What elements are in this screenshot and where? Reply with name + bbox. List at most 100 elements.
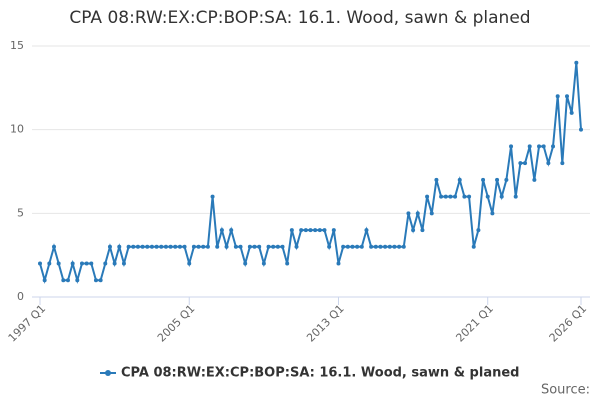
point: [322, 228, 327, 233]
point: [397, 244, 402, 249]
point: [219, 228, 224, 233]
point: [443, 194, 448, 199]
point: [383, 244, 388, 249]
point: [93, 278, 98, 283]
x-tick-label: 2005 Q1: [155, 302, 198, 345]
x-tick-label: 2013 Q1: [304, 302, 347, 345]
point: [434, 177, 439, 182]
point: [75, 278, 80, 283]
point: [131, 244, 136, 249]
point: [336, 261, 341, 266]
y-tick-label: 0: [17, 290, 24, 303]
point: [191, 244, 196, 249]
point: [481, 177, 486, 182]
point: [98, 278, 103, 283]
point: [467, 194, 472, 199]
point: [448, 194, 453, 199]
point: [415, 211, 420, 216]
point: [569, 110, 574, 115]
point: [532, 177, 537, 182]
point: [210, 194, 215, 199]
point: [79, 261, 84, 266]
point: [341, 244, 346, 249]
point: [285, 261, 290, 266]
point: [271, 244, 276, 249]
point: [555, 94, 560, 99]
point: [527, 144, 532, 149]
point: [103, 261, 108, 266]
point: [238, 244, 243, 249]
point: [457, 177, 462, 182]
chart-title: CPA 08:RW:EX:CP:BOP:SA: 16.1. Wood, sawn…: [69, 8, 530, 28]
point: [504, 177, 509, 182]
point: [551, 144, 556, 149]
point: [266, 244, 271, 249]
point: [280, 244, 285, 249]
point: [476, 228, 481, 233]
legend-dot: [105, 370, 111, 376]
point: [84, 261, 89, 266]
x-tick-label: 2026 Q1: [547, 302, 590, 345]
point: [233, 244, 238, 249]
point: [224, 244, 229, 249]
point: [350, 244, 355, 249]
x-tick-label: 1997 Q1: [6, 302, 49, 345]
point: [145, 244, 150, 249]
point: [387, 244, 392, 249]
point: [406, 211, 411, 216]
point: [47, 261, 52, 266]
point: [303, 228, 308, 233]
point: [355, 244, 360, 249]
line: [39, 62, 582, 284]
point: [121, 261, 126, 266]
point: [495, 177, 500, 182]
point: [518, 161, 523, 166]
point: [275, 244, 280, 249]
point: [420, 228, 425, 233]
point: [126, 244, 131, 249]
point: [369, 244, 374, 249]
point: [560, 161, 565, 166]
y-tick-label: 5: [17, 206, 24, 219]
point: [327, 244, 332, 249]
point: [261, 261, 266, 266]
legend-label: CPA 08:RW:EX:CP:BOP:SA: 16.1. Wood, sawn…: [121, 366, 519, 381]
point: [173, 244, 178, 249]
point: [299, 228, 304, 233]
point: [509, 144, 514, 149]
point: [308, 228, 313, 233]
point: [205, 244, 210, 249]
point: [247, 244, 252, 249]
point: [453, 194, 458, 199]
point: [229, 228, 234, 233]
point: [546, 161, 551, 166]
point: [168, 244, 173, 249]
point: [499, 194, 504, 199]
point: [61, 278, 66, 283]
point: [56, 261, 61, 266]
x-tick-label: 2021 Q1: [453, 302, 496, 345]
point: [107, 244, 112, 249]
point: [201, 244, 206, 249]
point: [317, 228, 322, 233]
y-tick-label: 15: [10, 39, 24, 52]
point: [140, 244, 145, 249]
point: [429, 211, 434, 216]
point: [51, 244, 56, 249]
point: [537, 144, 542, 149]
point: [154, 244, 159, 249]
point: [579, 127, 583, 132]
point: [462, 194, 467, 199]
point: [373, 244, 378, 249]
point: [439, 194, 444, 199]
point: [485, 194, 490, 199]
point: [411, 228, 416, 233]
point: [425, 194, 430, 199]
source: Source:: [541, 383, 590, 398]
point: [135, 244, 140, 249]
point: [215, 244, 220, 249]
point: [565, 94, 570, 99]
point: [42, 278, 47, 283]
point: [331, 228, 336, 233]
